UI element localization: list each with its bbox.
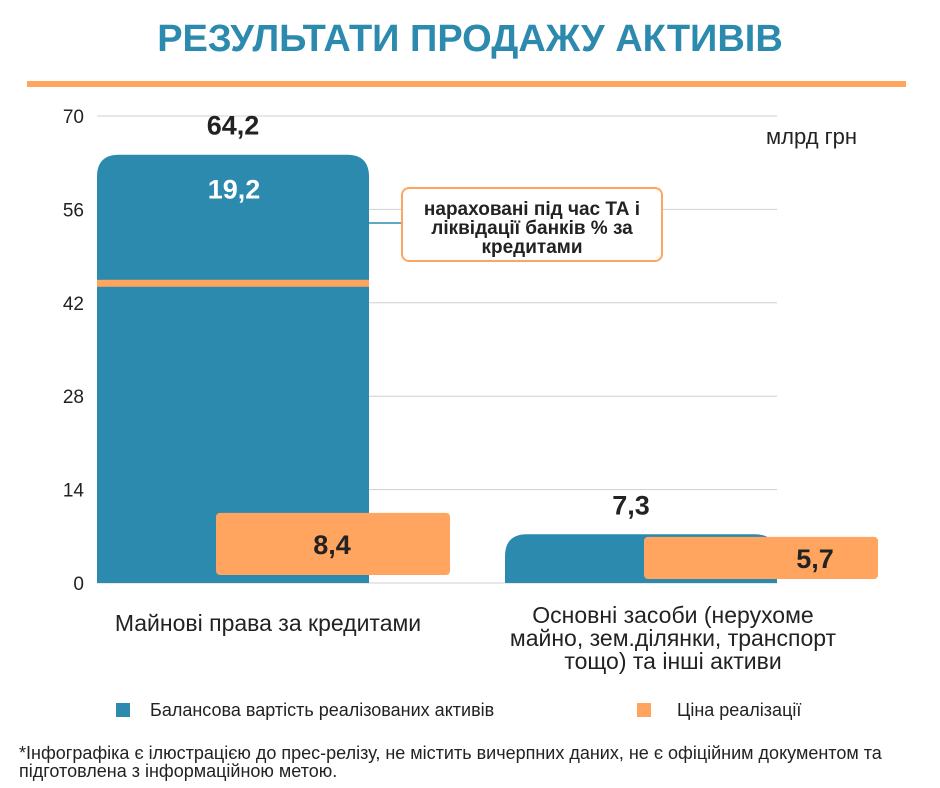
bar-balance <box>97 154 369 584</box>
bar-chart: 0 14 28 42 56 70 64,2 7,3 19,2 8,4 5,7 <box>63 107 878 595</box>
legend-label-balance: Балансова вартість реалізованих активів <box>150 700 495 720</box>
unit-label: млрд грн <box>766 124 858 149</box>
y-tick-label: 42 <box>63 294 84 315</box>
footnote: *Інфографіка є ілюстрацією до прес-реліз… <box>19 743 882 781</box>
legend-swatch-balance <box>116 703 130 717</box>
legend-label-price: Ціна реалізації <box>677 700 802 720</box>
page-title: РЕЗУЛЬТАТИ ПРОДАЖУ АКТИВІВ <box>157 18 783 60</box>
title-divider <box>27 81 906 87</box>
annotation-box: нараховані під час ТА і ліквідації банкі… <box>401 187 663 262</box>
y-tick-label: 14 <box>63 481 85 502</box>
bar-value-label: 7,3 <box>612 490 650 520</box>
bar-value-label: 64,2 <box>207 111 260 141</box>
segment-value-label: 19,2 <box>208 175 261 205</box>
bar-value-label: 5,7 <box>796 544 834 574</box>
y-tick-label: 70 <box>63 107 84 128</box>
bar-price <box>216 512 450 575</box>
legend-swatch-price <box>637 703 651 717</box>
y-tick-label: 0 <box>73 574 84 595</box>
segment-divider <box>97 279 369 287</box>
category-label-1: Майнові права за кредитами <box>114 610 422 636</box>
bar-value-label: 8,4 <box>313 530 351 560</box>
y-tick-label: 28 <box>63 387 84 408</box>
bar-price <box>644 536 878 579</box>
category-label-2: Основні засоби (нерухоме майно, зем.діля… <box>509 602 837 674</box>
y-tick-label: 56 <box>63 200 84 221</box>
